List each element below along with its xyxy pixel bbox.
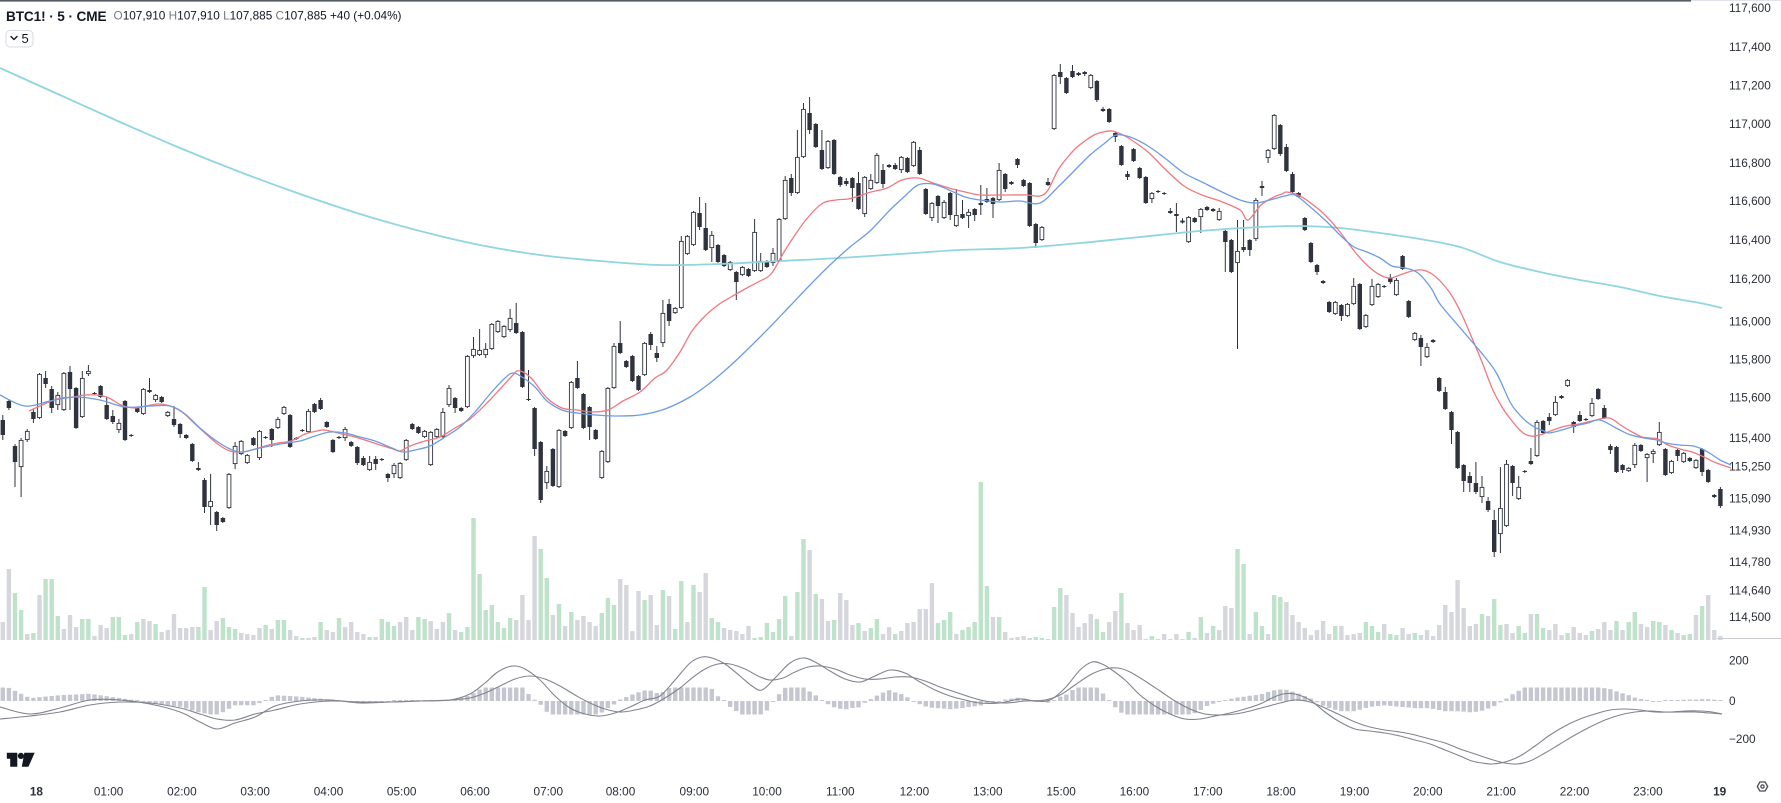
svg-text:06:00: 06:00: [460, 785, 490, 799]
svg-text:117,400: 117,400: [1729, 40, 1771, 54]
svg-text:115,090: 115,090: [1729, 491, 1771, 505]
svg-text:117,200: 117,200: [1729, 78, 1771, 92]
svg-text:18:00: 18:00: [1266, 785, 1296, 799]
svg-text:114,640: 114,640: [1729, 584, 1771, 598]
svg-text:115,400: 115,400: [1729, 431, 1771, 445]
svg-text:BTC1! · 5 · CME: BTC1! · 5 · CME: [6, 9, 106, 24]
svg-text:18: 18: [30, 785, 44, 799]
svg-text:115,800: 115,800: [1729, 352, 1771, 366]
svg-text:116,000: 116,000: [1729, 314, 1771, 328]
svg-text:23:00: 23:00: [1633, 785, 1663, 799]
svg-text:5: 5: [22, 31, 29, 46]
svg-text:114,930: 114,930: [1729, 523, 1771, 537]
svg-text:115,600: 115,600: [1729, 391, 1771, 405]
svg-text:117,600: 117,600: [1729, 1, 1771, 15]
svg-text:15:00: 15:00: [1046, 785, 1076, 799]
svg-text:115,250: 115,250: [1729, 460, 1771, 474]
svg-text:114,500: 114,500: [1729, 610, 1771, 624]
svg-text:22:00: 22:00: [1560, 785, 1590, 799]
svg-text:13:00: 13:00: [973, 785, 1003, 799]
svg-text:0: 0: [1729, 694, 1736, 708]
svg-text:200: 200: [1729, 654, 1749, 668]
svg-text:114,780: 114,780: [1729, 555, 1771, 569]
svg-text:116,200: 116,200: [1729, 272, 1771, 286]
svg-text:116,800: 116,800: [1729, 156, 1771, 170]
svg-text:16:00: 16:00: [1120, 785, 1150, 799]
svg-text:07:00: 07:00: [534, 785, 564, 799]
svg-text:05:00: 05:00: [387, 785, 417, 799]
svg-text:11:00: 11:00: [826, 785, 855, 799]
svg-text:116,400: 116,400: [1729, 233, 1771, 247]
svg-text:08:00: 08:00: [606, 785, 636, 799]
svg-text:03:00: 03:00: [240, 785, 270, 799]
svg-text:09:00: 09:00: [680, 785, 710, 799]
svg-text:19:00: 19:00: [1340, 785, 1370, 799]
svg-text:02:00: 02:00: [167, 785, 197, 799]
svg-text:116,600: 116,600: [1729, 194, 1771, 208]
svg-text:01:00: 01:00: [94, 785, 124, 799]
svg-text:O107,910 H107,910 L107,885 C10: O107,910 H107,910 L107,885 C107,885 +40 …: [114, 9, 402, 23]
svg-text:19: 19: [1713, 785, 1727, 799]
svg-text:21:00: 21:00: [1486, 785, 1516, 799]
svg-text:10:00: 10:00: [752, 785, 782, 799]
svg-text:117,000: 117,000: [1729, 117, 1771, 131]
svg-text:17:00: 17:00: [1193, 785, 1223, 799]
svg-text:12:00: 12:00: [900, 785, 930, 799]
svg-text:20:00: 20:00: [1413, 785, 1443, 799]
svg-text:−200: −200: [1729, 732, 1756, 746]
svg-text:04:00: 04:00: [314, 785, 344, 799]
